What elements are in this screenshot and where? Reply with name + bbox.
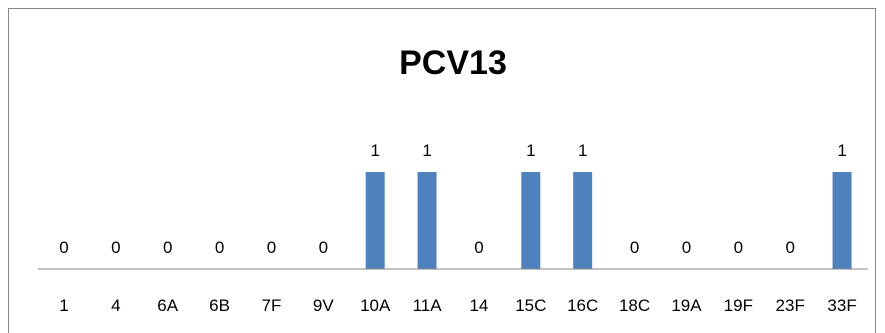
chart-title: PCV13 xyxy=(399,44,507,82)
x-tick-label-7F: 7F xyxy=(262,296,282,315)
x-tick-label-6A: 6A xyxy=(157,296,178,315)
bar-16C xyxy=(573,172,593,269)
chart-frame xyxy=(8,8,876,333)
data-label-18C: 0 xyxy=(630,238,639,257)
x-tick-label-16C: 16C xyxy=(567,296,598,315)
data-label-7F: 0 xyxy=(267,238,276,257)
bar-10A xyxy=(365,172,385,269)
data-label-23F: 0 xyxy=(785,238,794,257)
x-tick-labels-group: 1 4 6A 6B 7F 9V 10A 11A 14 15C 16C 18C 19A 19F 23F 33F xyxy=(59,296,857,315)
data-label-15C: 1 xyxy=(526,141,535,160)
x-tick-label-19F: 19F xyxy=(724,296,753,315)
x-tick-label-18C: 18C xyxy=(619,296,650,315)
data-label-19A: 0 xyxy=(682,238,691,257)
x-tick-label-15C: 15C xyxy=(515,296,546,315)
x-tick-label-23F: 23F xyxy=(776,296,805,315)
x-tick-label-6B: 6B xyxy=(209,296,230,315)
data-label-1: 0 xyxy=(59,238,68,257)
data-label-4: 0 xyxy=(111,238,120,257)
data-label-16C: 1 xyxy=(578,141,587,160)
bar-33F xyxy=(832,172,852,269)
data-label-6A: 0 xyxy=(163,238,172,257)
x-tick-label-33F: 33F xyxy=(827,296,856,315)
data-label-9V: 0 xyxy=(319,238,328,257)
data-label-33F: 1 xyxy=(837,141,846,160)
bars-group xyxy=(365,172,852,269)
x-tick-label-1: 1 xyxy=(59,296,68,315)
data-label-6B: 0 xyxy=(215,238,224,257)
x-tick-label-10A: 10A xyxy=(360,296,391,315)
bar-11A xyxy=(417,172,437,269)
x-tick-label-11A: 11A xyxy=(413,296,443,315)
x-tick-label-14: 14 xyxy=(469,296,488,315)
data-label-10A: 1 xyxy=(370,141,379,160)
data-label-14: 0 xyxy=(474,238,483,257)
bar-15C xyxy=(521,172,541,269)
data-label-11A: 1 xyxy=(422,141,431,160)
data-label-19F: 0 xyxy=(734,238,743,257)
data-labels-group: 0 0 0 0 0 0 1 1 0 1 1 0 0 0 0 1 xyxy=(59,141,847,257)
x-tick-label-9V: 9V xyxy=(313,296,334,315)
x-tick-label-4: 4 xyxy=(111,296,120,315)
x-tick-label-19A: 19A xyxy=(671,296,702,315)
